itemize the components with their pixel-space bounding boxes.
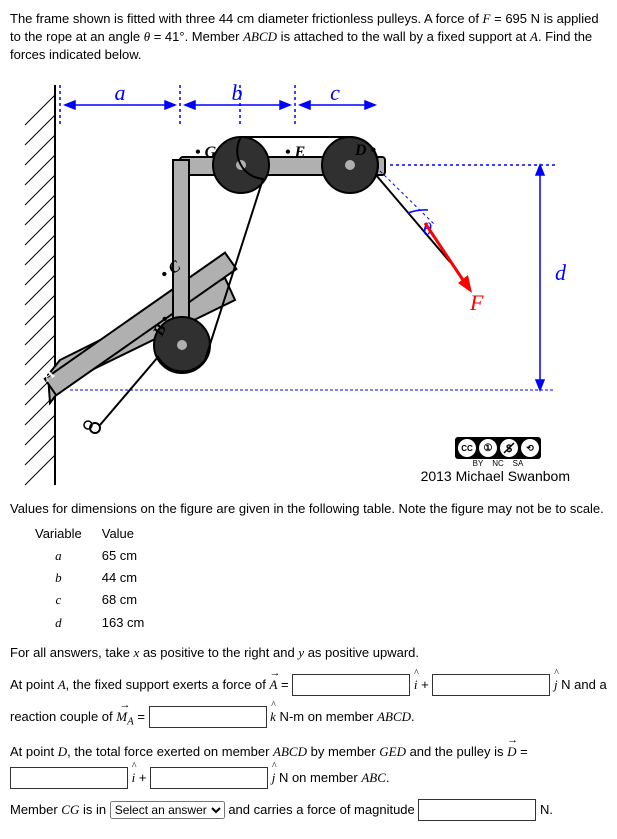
label-D: D • (354, 142, 377, 159)
label-a: a (115, 80, 126, 105)
input-CG-mag[interactable] (418, 799, 536, 821)
answer-A-moment: reaction couple of MA = k N-m on member … (10, 704, 607, 733)
force-F (425, 223, 472, 293)
label-F: F (469, 290, 484, 315)
label-G: • G (195, 144, 217, 161)
label-c: c (330, 80, 340, 105)
input-Dx[interactable] (10, 767, 128, 789)
svg-text:CC: CC (461, 444, 473, 453)
values-intro: Values for dimensions on the figure are … (10, 500, 607, 518)
table-row: d163 cm (30, 612, 159, 634)
unit-i: i (414, 672, 418, 698)
col-val: Value (97, 523, 160, 545)
answer-intro: For all answers, take x as positive to t… (10, 640, 607, 666)
problem-statement: The frame shown is fitted with three 44 … (10, 10, 607, 65)
unit-j: j (272, 765, 276, 791)
vec-MA: MA (116, 704, 133, 733)
answer-D-force: At point D, the total force exerted on m… (10, 739, 607, 791)
text: The frame shown is fitted with three 44 … (10, 11, 483, 26)
unit-k: k (270, 704, 276, 730)
vec-D: D (507, 739, 516, 765)
answer-CG: Member CG is in Select an answer and car… (10, 797, 607, 823)
input-Ax[interactable] (292, 674, 410, 696)
wall (25, 85, 55, 485)
unit-i: i (132, 765, 136, 791)
label-b: b (232, 80, 243, 105)
text: is attached to the wall by a fixed suppo… (277, 29, 530, 44)
svg-text:⟲: ⟲ (526, 443, 534, 453)
select-cg-state[interactable]: Select an answer (110, 801, 225, 819)
table-row: b44 cm (30, 567, 159, 589)
cc-labels: BY NC SA (473, 459, 524, 468)
col-var: Variable (30, 523, 97, 545)
dim-d (70, 165, 555, 390)
rope (100, 137, 450, 425)
cc-badge: CC ① $ ⟲ (455, 437, 541, 459)
member: ABCD (243, 29, 277, 44)
input-Dy[interactable] (150, 767, 268, 789)
table-row: a65 cm (30, 545, 159, 567)
text: = 41°. Member (150, 29, 243, 44)
vec-A: A (269, 672, 277, 698)
answer-A-force: At point A, the fixed support exerts a f… (10, 672, 607, 698)
unit-j: j (554, 672, 558, 698)
copyright: 2013 Michael Swanbom (421, 468, 570, 484)
label-E: • E (285, 144, 305, 161)
table-row: c68 cm (30, 589, 159, 611)
figure: a b c d θ F • (10, 75, 575, 495)
input-Ay[interactable] (432, 674, 550, 696)
var-F: F (483, 11, 491, 26)
member-abcd (45, 160, 237, 403)
input-MA[interactable] (149, 706, 267, 728)
point: A (530, 29, 538, 44)
label-d: d (555, 260, 567, 285)
dimension-table: VariableValue a65 cm b44 cm c68 cm d163 … (30, 523, 159, 634)
svg-text:①: ① (484, 443, 493, 454)
theta-arc (408, 209, 428, 212)
